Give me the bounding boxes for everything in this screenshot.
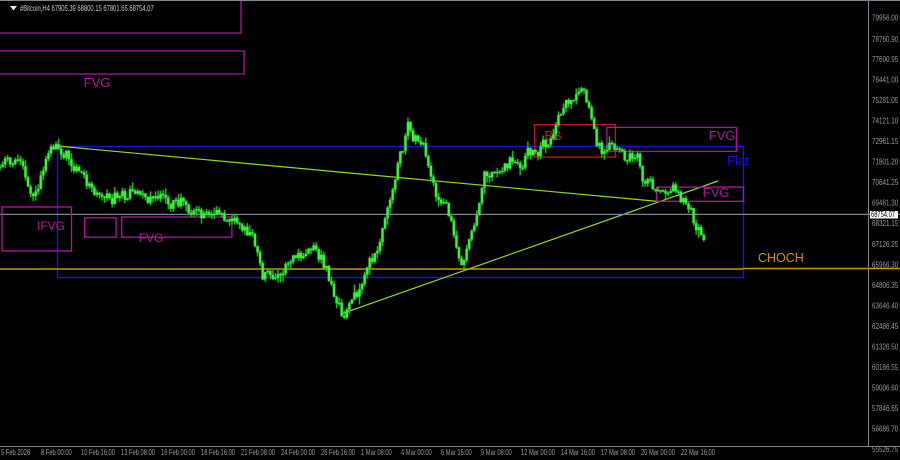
svg-text:68321.15: 68321.15 — [872, 218, 898, 228]
svg-text:24 Feb 00:00: 24 Feb 00:00 — [281, 447, 315, 458]
svg-text:26 Feb 16:00: 26 Feb 16:00 — [321, 447, 355, 458]
svg-text:16 Feb 00:00: 16 Feb 00:00 — [161, 447, 195, 458]
svg-text:65966.30: 65966.30 — [872, 260, 898, 270]
svg-text:68754.07: 68754.07 — [871, 211, 895, 219]
svg-text:13 Feb 08:00: 13 Feb 08:00 — [121, 447, 155, 458]
svg-text:75281.05: 75281.05 — [872, 95, 898, 105]
svg-text:64806.35: 64806.35 — [872, 280, 898, 290]
svg-text:67126.25: 67126.25 — [872, 239, 898, 249]
svg-text:6 Mar 16:00: 6 Mar 16:00 — [441, 447, 472, 458]
svg-text:70641.25: 70641.25 — [872, 177, 898, 187]
svg-text:21 Feb 08:00: 21 Feb 08:00 — [241, 447, 275, 458]
svg-text:8 Feb 00:00: 8 Feb 00:00 — [41, 447, 72, 458]
svg-text:4 Mar 00:00: 4 Mar 00:00 — [401, 447, 432, 458]
svg-text:FVG: FVG — [84, 75, 111, 90]
svg-text:5 Feb 2026: 5 Feb 2026 — [1, 447, 30, 458]
svg-text:71801.20: 71801.20 — [872, 157, 898, 167]
svg-text:79956.00: 79956.00 — [872, 13, 898, 23]
svg-text:12 Mar 00:00: 12 Mar 00:00 — [521, 447, 555, 458]
svg-text:Flat: Flat — [727, 153, 749, 168]
svg-text:78760.90: 78760.90 — [872, 34, 898, 44]
svg-text:77600.95: 77600.95 — [872, 54, 898, 64]
svg-text:56686.70: 56686.70 — [872, 423, 898, 433]
svg-text:17 Mar 08:00: 17 Mar 08:00 — [601, 447, 635, 458]
svg-text:9 Mar 08:00: 9 Mar 08:00 — [481, 447, 512, 458]
svg-text:74121.10: 74121.10 — [872, 116, 898, 126]
svg-text:CHOCH: CHOCH — [758, 251, 804, 265]
svg-text:57846.65: 57846.65 — [872, 403, 898, 413]
svg-text:14 Mar 16:00: 14 Mar 16:00 — [561, 447, 595, 458]
svg-text:55526.75: 55526.75 — [872, 444, 898, 454]
svg-text:FVG: FVG — [139, 231, 164, 245]
svg-text:60166.55: 60166.55 — [872, 362, 898, 372]
svg-text:62486.45: 62486.45 — [872, 321, 898, 331]
svg-text:FVG: FVG — [709, 128, 736, 143]
svg-text:63646.40: 63646.40 — [872, 301, 898, 311]
svg-text:1 Mar 08:00: 1 Mar 08:00 — [361, 447, 392, 458]
svg-text:69481.30: 69481.30 — [872, 198, 898, 208]
svg-text:#Bitcoin,H4 67905.39 68800.15: #Bitcoin,H4 67905.39 68800.15 67801.65 6… — [20, 5, 154, 13]
svg-text:10 Feb 16:00: 10 Feb 16:00 — [81, 447, 115, 458]
svg-text:72961.15: 72961.15 — [872, 136, 898, 146]
svg-text:76441.00: 76441.00 — [872, 75, 898, 85]
svg-text:59006.60: 59006.60 — [872, 382, 898, 392]
svg-text:FVG: FVG — [703, 185, 730, 200]
svg-text:61326.50: 61326.50 — [872, 341, 898, 351]
svg-text:20 Mar 00:00: 20 Mar 00:00 — [641, 447, 675, 458]
svg-text:18 Feb 16:00: 18 Feb 16:00 — [201, 447, 235, 458]
svg-text:22 Mar 16:00: 22 Mar 16:00 — [681, 447, 715, 458]
svg-text:IFVG: IFVG — [37, 219, 65, 233]
